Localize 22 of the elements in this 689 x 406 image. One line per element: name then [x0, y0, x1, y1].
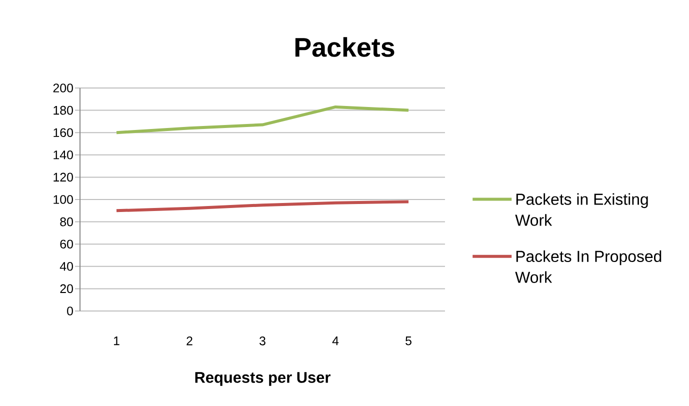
x-axis-title: Requests per User [195, 372, 330, 386]
legend-label: Packets in Existing Work [515, 193, 648, 226]
y-tick-label: 140 [54, 150, 73, 160]
line-series [115, 200, 410, 212]
y-tick-label: 80 [60, 217, 73, 226]
legend-label: Packets In Proposed Work [515, 250, 662, 283]
y-tick-label: 60 [60, 240, 73, 249]
y-tick-label: 40 [60, 262, 73, 271]
y-tick-label: 20 [60, 284, 73, 294]
y-tick-label: 200 [53, 84, 73, 92]
y-tick-label: 0 [67, 306, 73, 316]
x-tick-label: 2 [186, 336, 192, 346]
y-tick-label: 100 [54, 195, 73, 204]
y-tick-label: 180 [54, 106, 73, 115]
x-tick-label: 5 [406, 336, 412, 346]
x-tick-label: 1 [114, 336, 120, 346]
chart-title: Packets [295, 37, 394, 57]
x-tick-label: 4 [332, 336, 339, 346]
y-tick-label: 160 [54, 128, 73, 138]
y-tick-label: 120 [54, 172, 73, 182]
x-tick-label: 3 [260, 336, 266, 346]
line-series [115, 105, 410, 134]
